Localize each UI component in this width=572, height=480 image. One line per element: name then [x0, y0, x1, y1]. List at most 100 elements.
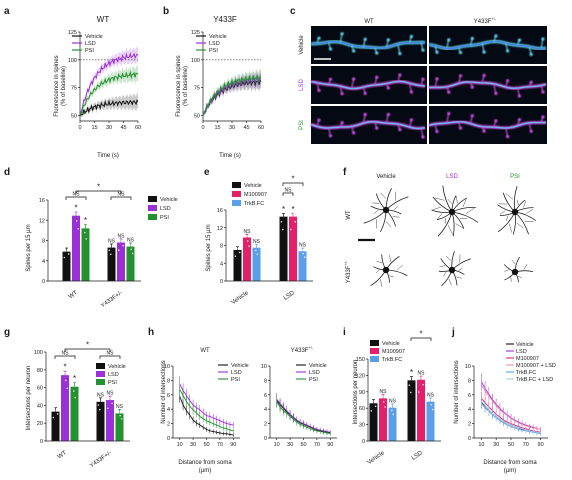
neuron-branch [376, 260, 383, 264]
dendritic-spine-head [328, 134, 333, 138]
chart-d-point [75, 220, 78, 222]
chart-g-point [116, 408, 119, 410]
dendritic-spine-head [317, 118, 321, 122]
chart-i-bracket [410, 337, 432, 341]
chart-h-mut-xtick-label: 30 [287, 442, 293, 448]
dendritic-spine-head [541, 37, 545, 41]
legend-h-mut-psi: PSI [309, 377, 318, 383]
chart-b-xtick-label: 60 [258, 125, 264, 131]
dendritic-spine-head [386, 38, 390, 42]
dendritic-spine-head [470, 36, 474, 41]
chart-i-point [384, 406, 386, 408]
chart-i-point [382, 400, 385, 403]
dendrite-core [310, 40, 426, 49]
neuron-branch [465, 207, 475, 215]
neuron-branch [375, 269, 380, 274]
chart-a-band-vehicle [80, 92, 138, 118]
chart-a-line-lsd [79, 51, 139, 114]
chart-g-point [71, 383, 74, 386]
chart-e-point [245, 234, 248, 237]
chart-h-wt-ytick-label: 6 [167, 393, 170, 399]
chart-g-point [111, 402, 113, 405]
dendritic-spine-head [328, 77, 333, 81]
neuron-soma [448, 208, 456, 216]
chart-e-point [300, 249, 303, 251]
legend-b-psi: PSI [209, 48, 218, 54]
chart-i-point [381, 395, 384, 398]
panel-f-row-wt: WT [346, 210, 352, 220]
chart-e-point [299, 245, 302, 248]
chart-d-point [128, 244, 131, 246]
chart-g-bracket [54, 355, 76, 359]
dendritic-spine-head [447, 111, 451, 116]
panel-c-col-wt: WT [364, 19, 374, 25]
neuron-branch [499, 210, 506, 215]
chart-d-bar-y433f-lsd [117, 242, 125, 281]
chart-g-sig-star: * [63, 363, 66, 372]
chart-i-sig-ns: NS [389, 398, 397, 404]
chart-e-bar-lsd-m100907 [289, 216, 297, 281]
chart-g-bar-wt-lsd [61, 375, 69, 441]
chart-h-wt-xtick-label: 50 [203, 442, 209, 448]
neuron-branch [380, 192, 387, 199]
dendritic-spine-head [494, 91, 498, 95]
chart-e-bar-vehicle-trkb-fc [252, 247, 261, 281]
neuron-dendrite [385, 269, 408, 276]
chart-e-bracket-sig: * [291, 175, 294, 184]
chart-d-ytick-label: 8 [42, 239, 45, 245]
neuron-soma [382, 266, 390, 274]
chart-e-sig-star: * [282, 205, 285, 214]
chart-d-sig-star: * [84, 216, 87, 225]
chart-g-point [108, 392, 111, 395]
chart-e-point [237, 247, 240, 250]
chart-e-bracket-sig: NS [285, 188, 293, 194]
chart-i-point [393, 401, 396, 404]
dendritic-spine-head [375, 75, 379, 79]
chart-j-ytick-label: 0 [468, 436, 471, 442]
legend-h-mut-lsd: LSD [309, 370, 320, 376]
panel-h-ylabel: Number of intersections [161, 360, 167, 423]
chart-h-wt-ytick-label: 2 [167, 422, 170, 428]
neuron-dendrite [380, 209, 387, 232]
dendritic-spine-head [409, 90, 414, 94]
legend-d-psi: PSI [160, 215, 169, 221]
chart-h-mut-xtick-label: 10 [274, 442, 280, 448]
legend-h-mut-vehicle: Vehicle [309, 363, 327, 369]
legend-j-m100907-lsd: M100907 + LSD [516, 363, 556, 369]
legend-j-trkb: TrkB.FC [516, 370, 536, 376]
chart-d-point [66, 249, 69, 252]
chart-i-point [431, 408, 434, 411]
chart-h-mut-ytick-label: 6 [264, 393, 267, 399]
chart-g-point [117, 411, 120, 414]
chart-h-wt-xtick-label: 30 [190, 442, 196, 448]
chart-i-ytick-label: 30 [359, 423, 365, 429]
chart-g-bracket-sig: NS [62, 351, 70, 357]
panel-h-xunit: (µm) [199, 468, 211, 474]
dendritic-spine-head [517, 94, 522, 98]
chart-d-sig-star: * [74, 204, 77, 213]
legend-j-m100907: M100907 [516, 356, 539, 362]
chart-d-point [63, 256, 66, 259]
dendritic-spine-head [470, 114, 474, 118]
chart-e-point [248, 245, 250, 248]
panel-label-e: e [204, 167, 210, 178]
legend-a-lsd: LSD [85, 41, 96, 47]
chart-e-sig-ns: NS [253, 239, 261, 245]
dendritic-spine-head [447, 90, 451, 94]
chart-h-mut-xtick-label: 50 [300, 442, 306, 448]
chart-h-wt-xtick-label: 10 [177, 442, 183, 448]
chart-i-bar-vehicle-vehicle [369, 403, 378, 441]
neuron-branch [373, 209, 379, 214]
chart-d-sig-ns: NS [118, 233, 126, 239]
dendritic-spine-head [482, 73, 486, 78]
dendritic-spine-head [328, 47, 333, 51]
chart-d-bracket-sig: NS [73, 192, 81, 198]
legend-j-trkb-lsd: TrkB.FC + LSD [516, 377, 553, 383]
chart-g-point [56, 413, 59, 415]
chart-j-xtick-label: 70 [523, 442, 529, 448]
chart-a-ytick-label: 50 [71, 113, 77, 119]
chart-b-xtick-label: 30 [229, 125, 235, 131]
chart-i-ytick-label: 90 [359, 390, 365, 396]
dendritic-spine-head [506, 135, 510, 139]
dendritic-spine-head [375, 126, 379, 130]
